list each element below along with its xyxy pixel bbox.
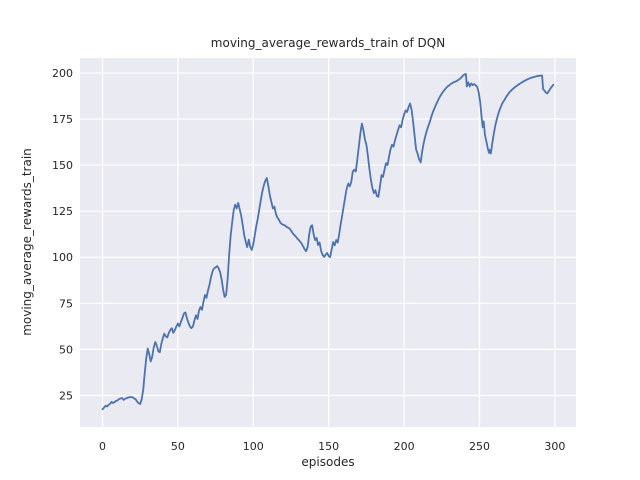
plot-area <box>80 58 576 427</box>
x-tick-label: 200 <box>394 440 415 453</box>
chart-title: moving_average_rewards_train of DQN <box>210 36 446 50</box>
x-tick-label: 150 <box>318 440 339 453</box>
y-axis-label: moving_average_rewards_train <box>20 148 34 336</box>
y-tick-labels: 25 50 75 100 125 150 175 200 <box>52 67 73 403</box>
y-tick-label: 175 <box>52 113 73 126</box>
x-tick-label: 0 <box>99 440 106 453</box>
y-tick-label: 25 <box>59 389 73 402</box>
x-tick-label: 50 <box>171 440 185 453</box>
x-tick-label: 250 <box>469 440 490 453</box>
x-tick-label: 300 <box>544 440 565 453</box>
y-tick-label: 50 <box>59 343 73 356</box>
y-tick-label: 75 <box>59 297 73 310</box>
y-tick-label: 100 <box>52 251 73 264</box>
y-tick-label: 125 <box>52 205 73 218</box>
y-tick-label: 150 <box>52 159 73 172</box>
x-tick-labels: 0 50 100 150 200 250 300 <box>99 440 565 453</box>
x-axis-label: episodes <box>301 455 355 469</box>
line-series <box>101 73 555 411</box>
y-tick-label: 200 <box>52 67 73 80</box>
x-tick-label: 100 <box>243 440 264 453</box>
gridlines <box>80 58 576 427</box>
